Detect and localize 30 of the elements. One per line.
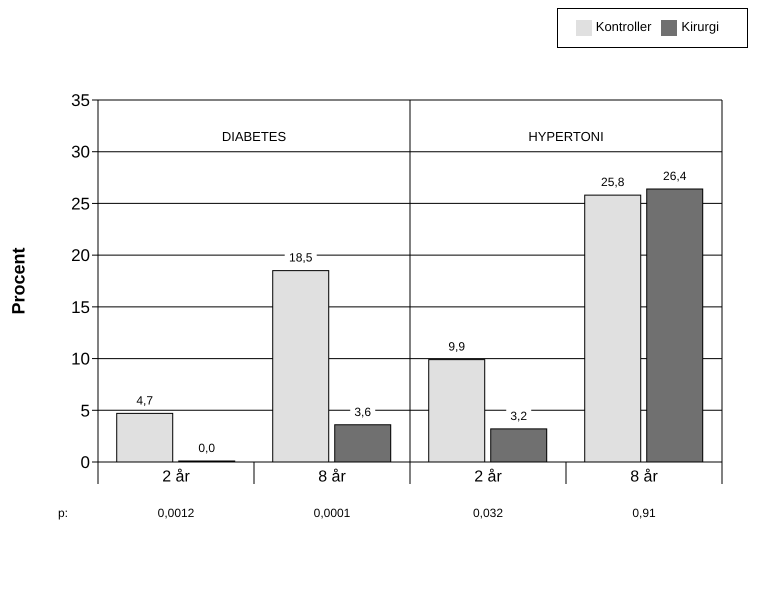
data-label: 18,5: [289, 250, 313, 265]
text: 0,0012: [156, 506, 196, 520]
y-tick-label: 20: [71, 246, 90, 266]
data-label: 26,4: [663, 168, 687, 183]
x-tick-label: 2 år: [474, 468, 502, 486]
y-tick-label: 25: [71, 194, 90, 214]
y-tick-label: 10: [71, 350, 90, 369]
y-tick-label: 5: [80, 401, 90, 420]
x-tick-label: 8 år: [630, 468, 658, 486]
data-label: 3,6: [354, 404, 372, 419]
data-label: 0,0: [198, 441, 216, 455]
text: p:: [56, 506, 69, 520]
y-tick-label: 30: [71, 142, 90, 162]
text: 0,91: [631, 506, 657, 520]
annotation: HYPERTONI: [527, 129, 605, 144]
data-label: 25,8: [601, 175, 625, 190]
text: 0,0001: [312, 506, 352, 520]
data-label: 3,2: [510, 408, 528, 423]
y-tick-label: 0: [80, 453, 90, 472]
data-label: 9,9: [448, 340, 466, 354]
legend-label: Kontroller: [596, 19, 652, 34]
text: 0,032: [472, 506, 504, 520]
data-label: 4,7: [136, 393, 154, 408]
annotation: DIABETES: [220, 129, 288, 144]
y-axis-title: Procent: [8, 247, 28, 315]
y-tick-label: 15: [71, 298, 90, 317]
y-tick-label: 35: [71, 91, 90, 110]
x-tick-label: 2 år: [162, 468, 190, 486]
legend-label: Kirurgi: [681, 19, 719, 34]
x-tick-label: 8 år: [318, 468, 346, 486]
